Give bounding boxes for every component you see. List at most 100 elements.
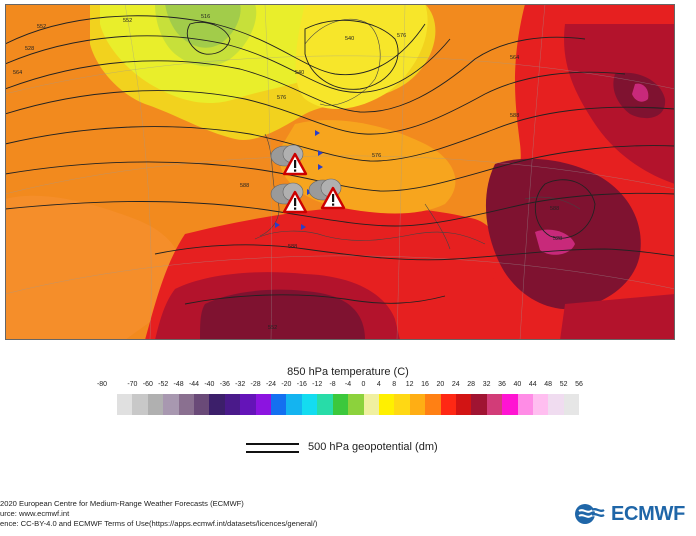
contour-label: 564: [13, 70, 22, 76]
legend-tick-label: -16: [296, 381, 307, 388]
legend-tick-label: 52: [559, 381, 568, 388]
contour-label: 552: [123, 18, 132, 24]
middle-east-dark-red: [560, 294, 675, 340]
copyright-text: 2020 European Centre for Medium-Range We…: [0, 499, 244, 508]
legend-tick-label: -28: [250, 381, 261, 388]
legend-color-swatch: [255, 394, 272, 415]
turkey-magenta: [535, 229, 575, 255]
legend-color-swatch: [332, 394, 349, 415]
legend-tick-label: 32: [482, 381, 491, 388]
geopotential-legend-label: 500 hPa geopotential (dm): [308, 441, 438, 453]
legend-tick-label: -48: [173, 381, 184, 388]
contour-label: 552: [268, 325, 277, 331]
legend-color-swatch: [471, 394, 487, 415]
ecmwf-logo-icon: [575, 504, 605, 524]
map-frame: [5, 4, 675, 340]
legend-color-swatch: [163, 394, 179, 415]
legend-tick-label: -36: [219, 381, 230, 388]
legend-tick-label: -32: [235, 381, 246, 388]
legend-color-swatch: [132, 394, 148, 415]
legend-color-swatch: [378, 394, 395, 415]
legend-colorbar: [117, 394, 580, 415]
legend-tick-label: 28: [467, 381, 476, 388]
legend-color-swatch: [548, 394, 564, 415]
legend-tick-label: 56: [575, 381, 583, 388]
legend-color-swatch: [317, 394, 333, 415]
ecmwf-logo[interactable]: ECMWF: [574, 501, 685, 527]
legend-tick-label: 0: [361, 381, 366, 388]
legend-tick-label: -8: [329, 381, 336, 388]
storm-warning-icon[interactable]: [270, 144, 308, 176]
contour-label: 576: [372, 153, 381, 159]
legend-color-swatch: [486, 394, 503, 415]
legend-color-swatch: [394, 394, 410, 415]
legend-tick-label: 40: [513, 381, 522, 388]
legend-color-swatch: [348, 394, 364, 415]
legend-color-swatch: [194, 394, 210, 415]
geopotential-contours: [5, 15, 675, 305]
legend-tick-label: -20: [281, 381, 292, 388]
cold-air-green: [165, 4, 241, 48]
legend-tick-label: 8: [392, 381, 397, 388]
legend-tick-label: 4: [376, 381, 381, 388]
legend-tick-label: -40: [204, 381, 215, 388]
russia-dark-red: [564, 24, 675, 184]
contour-label: 540: [295, 70, 304, 76]
legend-tick-label: 36: [498, 381, 506, 388]
legend-tick-row: -80 -70 -60 -52 -48 -44 -40 -36 -32 -28 -24 -20 -16-…: [96, 381, 596, 393]
ecmwf-logo-text: ECMWF: [611, 502, 686, 525]
legend-tick-label: -70: [127, 381, 138, 388]
contour-label: 588: [510, 113, 519, 119]
storm-warning-icon[interactable]: [308, 178, 346, 210]
legend-color-swatch: [455, 394, 472, 415]
sahara-maroon: [200, 289, 365, 340]
legend-title: 850 hPa temperature (C): [287, 366, 409, 378]
contour-label: 588: [288, 244, 297, 250]
legend-color-swatch: [563, 394, 580, 415]
legend-color-swatch: [209, 394, 225, 415]
geopotential-line-sample: [246, 451, 299, 453]
legend-color-swatch: [532, 394, 549, 415]
legend-color-swatch: [425, 394, 441, 415]
legend-tick-label: 12: [405, 381, 414, 388]
contour-label: 528: [553, 236, 562, 242]
legend-tick-label: -44: [188, 381, 200, 388]
atlantic-region: [5, 195, 183, 340]
contour-label: 576: [277, 95, 286, 101]
legend-color-swatch: [240, 394, 256, 415]
legend-color-swatch: [271, 394, 287, 415]
licence-text: ence: CC-BY-4.0 and ECMWF Terms of Use(h…: [0, 519, 318, 528]
coastlines: [254, 18, 581, 250]
legend-color-swatch: [502, 394, 518, 415]
legend-tick-label: -12: [312, 381, 323, 388]
legend-tick-label: -80: [96, 381, 108, 388]
source-text: urce: www.ecmwf.int: [0, 509, 70, 518]
storm-warning-icon[interactable]: [270, 182, 308, 214]
legend-color-swatch: [117, 394, 133, 415]
legend-color-swatch: [301, 394, 318, 415]
contour-label: 588: [240, 183, 249, 189]
russia-magenta: [632, 83, 649, 102]
contour-label: 540: [345, 36, 354, 42]
legend-color-swatch: [409, 394, 426, 415]
legend-tick-label: 24: [451, 381, 460, 388]
legend-color-swatch: [363, 394, 379, 415]
contour-labels: 552 528 564 576 516 540 588 564 576 588 …: [13, 14, 562, 331]
contour-label: 588: [550, 206, 559, 212]
legend-tick-label: -4: [344, 381, 352, 388]
contour-label: 528: [25, 46, 34, 52]
legend-tick-label: -24: [265, 381, 277, 388]
contour-label: 516: [201, 14, 210, 20]
legend-tick-label: 16: [421, 381, 429, 388]
legend-color-swatch: [224, 394, 241, 415]
weather-map: 552 528 564 576 516 540 588 564 576 588 …: [5, 4, 675, 340]
geopotential-line-sample: [246, 443, 299, 445]
legend-tick-label: 20: [436, 381, 445, 388]
scandinavia-region: [295, 4, 428, 110]
legend-tick-label: 48: [544, 381, 553, 388]
legend-color-swatch: [178, 394, 195, 415]
legend-tick-label: 44: [528, 381, 537, 388]
map-canvas: 552 528 564 576 516 540 588 564 576 588 …: [5, 4, 675, 340]
legend-color-swatch: [440, 394, 456, 415]
contour-label: 552: [37, 24, 46, 30]
